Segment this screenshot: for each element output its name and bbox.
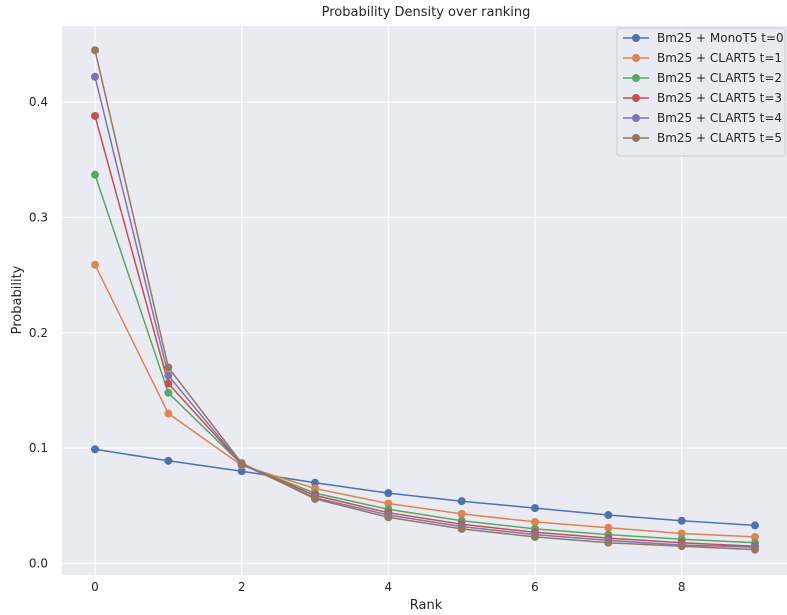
x-axis-title: Rank bbox=[410, 598, 443, 613]
x-tick-label: 8 bbox=[678, 580, 686, 594]
series-layer bbox=[91, 46, 759, 554]
data-point bbox=[164, 371, 173, 380]
legend-marker bbox=[632, 114, 640, 122]
y-tick-label: 0.0 bbox=[29, 556, 48, 570]
series-line-2 bbox=[94, 264, 756, 538]
data-point bbox=[311, 478, 319, 487]
legend-label: Bm25 + CLART5 t=2 bbox=[657, 71, 782, 85]
chart-title: Probability Density over ranking bbox=[322, 5, 531, 20]
tick-labels: 0 2 4 6 8 0.0 0.1 0.2 0.3 0.4 bbox=[29, 95, 686, 594]
data-point bbox=[311, 494, 319, 503]
series-line-6 bbox=[94, 50, 756, 551]
data-point bbox=[91, 72, 99, 81]
data-point bbox=[457, 524, 466, 533]
data-point bbox=[604, 538, 613, 547]
data-point bbox=[91, 260, 99, 269]
series-line-3 bbox=[94, 174, 756, 544]
data-point bbox=[91, 111, 99, 120]
y-tick-label: 0.3 bbox=[29, 210, 48, 224]
legend-marker bbox=[632, 134, 640, 142]
legend-label: Bm25 + MonoT5 t=0 bbox=[657, 31, 784, 45]
legend-marker bbox=[632, 54, 640, 62]
data-point bbox=[91, 170, 99, 179]
x-tick-label: 6 bbox=[531, 580, 539, 594]
data-point bbox=[604, 511, 613, 520]
x-tick-label: 0 bbox=[91, 580, 99, 594]
legend-marker bbox=[632, 34, 640, 42]
data-point bbox=[677, 516, 686, 525]
data-point bbox=[457, 497, 466, 506]
x-tick-label: 2 bbox=[238, 580, 246, 594]
data-point bbox=[677, 529, 686, 538]
series-line-4 bbox=[94, 115, 756, 547]
legend-label: Bm25 + CLART5 t=4 bbox=[657, 111, 782, 125]
data-point bbox=[384, 499, 393, 508]
data-point bbox=[531, 517, 539, 526]
data-point bbox=[164, 388, 173, 397]
legend-marker bbox=[632, 74, 640, 82]
data-point bbox=[237, 459, 246, 468]
data-point bbox=[237, 467, 246, 476]
data-point bbox=[164, 409, 173, 418]
data-point bbox=[384, 489, 393, 498]
data-point bbox=[751, 545, 759, 554]
data-point bbox=[751, 532, 759, 541]
data-point bbox=[164, 363, 173, 372]
x-tick-label: 4 bbox=[385, 580, 393, 594]
legend-marker bbox=[632, 94, 640, 102]
series-line-1 bbox=[94, 448, 756, 527]
series-line-5 bbox=[94, 76, 756, 549]
data-point bbox=[457, 509, 466, 518]
data-point bbox=[751, 521, 759, 530]
legend: Bm25 + MonoT5 t=0 Bm25 + CLART5 t=1 Bm25 +… bbox=[616, 27, 786, 157]
y-tick-label: 0.4 bbox=[29, 95, 48, 109]
legend-label: Bm25 + CLART5 t=1 bbox=[657, 51, 782, 65]
legend-label: Bm25 + CLART5 t=5 bbox=[657, 131, 782, 145]
data-point bbox=[677, 542, 686, 551]
data-point bbox=[164, 456, 173, 465]
data-point bbox=[604, 523, 613, 532]
data-point bbox=[384, 513, 393, 522]
data-point bbox=[91, 445, 99, 454]
y-tick-label: 0.1 bbox=[29, 441, 48, 455]
data-point bbox=[91, 46, 99, 55]
data-point bbox=[531, 532, 539, 541]
y-axis-title: Probability bbox=[10, 265, 25, 334]
legend-label: Bm25 + CLART5 t=3 bbox=[657, 91, 782, 105]
legend-box bbox=[616, 27, 786, 157]
data-point bbox=[531, 504, 539, 513]
y-tick-label: 0.2 bbox=[29, 326, 48, 340]
data-point bbox=[164, 379, 173, 388]
